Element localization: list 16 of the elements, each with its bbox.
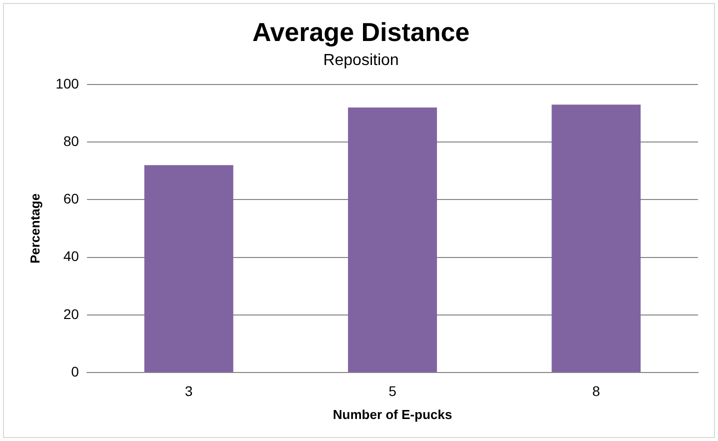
y-tick-label: 80 [63, 132, 80, 149]
y-tick-label: 0 [71, 363, 80, 380]
x-axis-title: Number of E-pucks [332, 406, 452, 422]
y-axis-title: Percentage [27, 193, 42, 264]
x-tick-label: 5 [388, 382, 397, 399]
bar [348, 107, 437, 372]
x-tick-label: 3 [184, 382, 193, 399]
y-tick-label: 60 [63, 190, 80, 207]
y-tick-label: 40 [63, 248, 80, 264]
y-tick-label: 20 [63, 306, 80, 322]
y-tick-label: 100 [56, 75, 80, 92]
x-tick-label: 8 [592, 382, 600, 399]
chart-subtitle: Reposition [323, 52, 399, 70]
bar [552, 104, 641, 372]
bar [144, 165, 234, 372]
chart-title: Average Distance [252, 16, 470, 47]
